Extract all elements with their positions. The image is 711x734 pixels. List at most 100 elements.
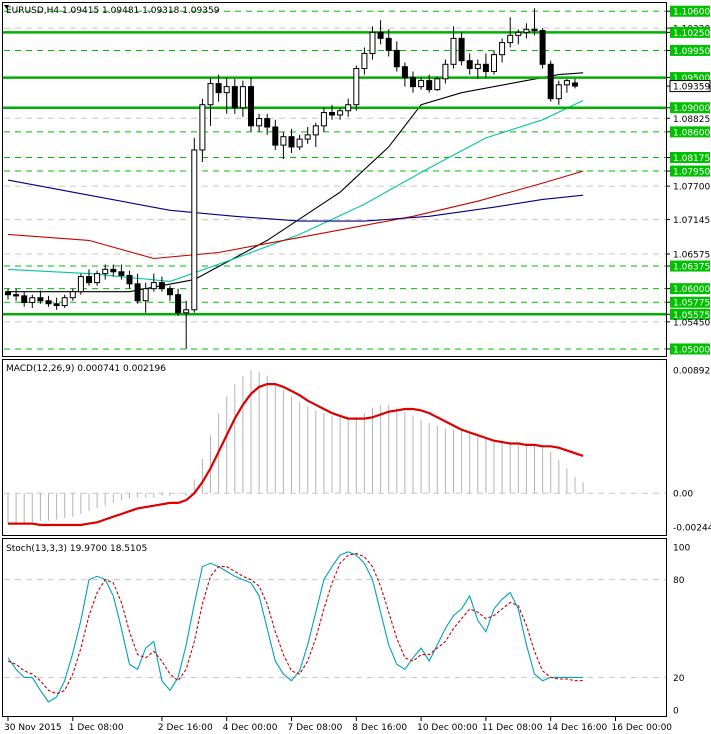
candle-body <box>426 80 433 91</box>
candle-body <box>86 276 92 284</box>
candle <box>515 29 522 45</box>
stoch-panel-frame <box>2 538 667 717</box>
price-axis: 1.106001.103201.102501.099501.095001.093… <box>666 5 711 355</box>
candle <box>466 53 473 75</box>
candle <box>248 77 254 132</box>
level-badge <box>670 44 710 56</box>
candle <box>555 80 562 105</box>
candle-body <box>134 283 141 302</box>
candle <box>320 107 327 132</box>
candle-body <box>345 104 352 112</box>
candle-body <box>223 86 230 94</box>
candle-body <box>458 37 465 62</box>
candle <box>239 80 246 117</box>
candle-body <box>523 28 530 33</box>
level-badge <box>670 72 710 84</box>
level-badge <box>670 260 710 272</box>
level-badge <box>670 126 710 138</box>
candle <box>523 23 530 39</box>
candle-body <box>215 83 222 94</box>
candle <box>13 288 20 301</box>
candle <box>410 71 416 93</box>
candle <box>207 77 214 126</box>
candle <box>442 59 449 84</box>
candle-body <box>304 134 311 140</box>
price-panel-frame <box>2 2 667 357</box>
candle <box>280 131 287 159</box>
candle-body <box>361 52 368 70</box>
time-label: 10 Dec 00:00 <box>417 723 478 733</box>
time-label: 16 Dec 00:00 <box>612 723 673 733</box>
candle <box>531 8 538 36</box>
time-label: 4 Dec 00:00 <box>223 723 278 733</box>
candle <box>539 28 546 69</box>
candle-body <box>466 60 473 70</box>
macd-signal-polyline <box>8 383 584 527</box>
candle-body <box>37 297 44 302</box>
macd-histogram <box>7 370 584 524</box>
candles <box>5 8 578 349</box>
candle <box>499 38 506 63</box>
candle <box>231 78 238 114</box>
candle <box>150 273 157 292</box>
candle <box>134 273 141 304</box>
candle <box>199 98 206 163</box>
candle <box>353 65 360 111</box>
candle-body <box>539 30 546 65</box>
candle-body <box>377 31 384 39</box>
candle-body <box>329 112 335 116</box>
price-header-marker-icon <box>4 5 9 9</box>
time-label: 2 Dec 16:00 <box>158 723 213 733</box>
candle-body <box>434 78 441 91</box>
stoch-header: Stoch(13,3,3) 19.9700 18.5105 <box>6 544 147 554</box>
candle <box>482 53 489 78</box>
candle-body <box>150 282 157 290</box>
stoch-axis-label: 20 <box>673 674 685 684</box>
level-badge <box>670 26 710 38</box>
candle-body <box>77 276 84 293</box>
candle-body <box>507 34 514 44</box>
candle <box>547 60 554 102</box>
candle-body <box>199 104 206 151</box>
candle-body <box>264 118 271 128</box>
candle-body <box>207 83 214 106</box>
candle <box>45 295 52 307</box>
stoch-axis: 100 80 20 0 <box>673 544 690 717</box>
candle <box>312 122 319 147</box>
candle-body <box>175 294 182 314</box>
candle-body <box>353 68 360 106</box>
moving-average-line <box>7 179 584 222</box>
candle <box>223 77 230 114</box>
candle-body <box>547 63 554 100</box>
stoch-axis-label: 0 <box>673 707 679 717</box>
candle <box>345 98 352 117</box>
candle <box>474 59 481 79</box>
candle <box>563 78 570 93</box>
candle <box>37 290 44 304</box>
time-label: 7 Dec 08:00 <box>288 723 343 733</box>
time-label: 1 Dec 08:00 <box>69 723 124 733</box>
candle-body <box>61 297 68 307</box>
candle <box>158 276 165 292</box>
price-label: 1.07950 <box>673 168 710 178</box>
candle <box>21 291 28 307</box>
candle-body <box>531 28 538 32</box>
macd-panel-frame <box>2 359 667 536</box>
panel-frames <box>2 2 667 717</box>
candle-body <box>183 309 190 314</box>
candle-body <box>167 288 173 296</box>
candle-body <box>102 268 109 275</box>
price-label: 1.09500 <box>673 74 710 84</box>
candle-body <box>231 86 238 109</box>
time-label: 14 Dec 16:00 <box>547 723 608 733</box>
candle-body <box>110 268 117 273</box>
candle-body <box>555 84 562 100</box>
candle-body <box>94 273 101 284</box>
price-label: 1.10250 <box>673 29 710 39</box>
price-label: 1.05775 <box>673 299 710 309</box>
macd-signal-line <box>8 383 584 527</box>
candle <box>458 32 465 66</box>
